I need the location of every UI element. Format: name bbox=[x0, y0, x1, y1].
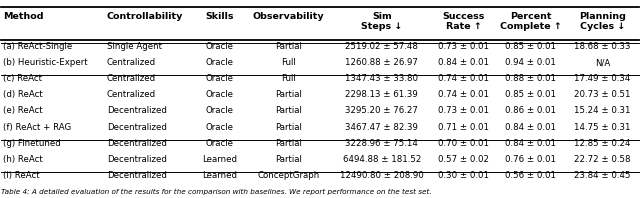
Text: Table 4: A detailed evaluation of the results for the comparison with baselines.: Table 4: A detailed evaluation of the re… bbox=[1, 189, 431, 195]
Text: (e) ReAct: (e) ReAct bbox=[3, 107, 43, 115]
Text: 14.75 ± 0.31: 14.75 ± 0.31 bbox=[574, 123, 631, 132]
Text: 0.57 ± 0.02: 0.57 ± 0.02 bbox=[438, 155, 489, 164]
Text: (g) Finetuned: (g) Finetuned bbox=[3, 139, 61, 148]
Text: Single Agent: Single Agent bbox=[107, 42, 162, 51]
Text: Centralized: Centralized bbox=[107, 90, 156, 99]
Text: Decentralized: Decentralized bbox=[107, 139, 167, 148]
Text: Oracle: Oracle bbox=[205, 123, 234, 132]
Text: Partial: Partial bbox=[275, 123, 301, 132]
Text: Skills: Skills bbox=[205, 11, 234, 21]
Text: Decentralized: Decentralized bbox=[107, 171, 167, 180]
Text: 0.85 ± 0.01: 0.85 ± 0.01 bbox=[505, 90, 556, 99]
Text: 0.74 ± 0.01: 0.74 ± 0.01 bbox=[438, 90, 489, 99]
Text: Percent
Complete ↑: Percent Complete ↑ bbox=[500, 11, 561, 31]
Text: 6494.88 ± 181.52: 6494.88 ± 181.52 bbox=[342, 155, 421, 164]
Text: 0.86 ± 0.01: 0.86 ± 0.01 bbox=[505, 107, 556, 115]
Text: (c) ReAct: (c) ReAct bbox=[3, 74, 42, 83]
Text: 15.24 ± 0.31: 15.24 ± 0.31 bbox=[574, 107, 631, 115]
Text: ConceptGraph: ConceptGraph bbox=[257, 171, 319, 180]
Text: Partial: Partial bbox=[275, 139, 301, 148]
Text: Learned: Learned bbox=[202, 155, 237, 164]
Text: 0.73 ± 0.01: 0.73 ± 0.01 bbox=[438, 42, 489, 51]
Text: (d) ReAct: (d) ReAct bbox=[3, 90, 43, 99]
Text: (i) ReAct: (i) ReAct bbox=[3, 171, 40, 180]
Text: Partial: Partial bbox=[275, 107, 301, 115]
Text: 0.85 ± 0.01: 0.85 ± 0.01 bbox=[505, 42, 556, 51]
Text: (b) Heuristic-Expert: (b) Heuristic-Expert bbox=[3, 58, 88, 67]
Text: 0.74 ± 0.01: 0.74 ± 0.01 bbox=[438, 74, 489, 83]
Text: Oracle: Oracle bbox=[205, 107, 234, 115]
Text: 1260.88 ± 26.97: 1260.88 ± 26.97 bbox=[346, 58, 419, 67]
Text: 17.49 ± 0.34: 17.49 ± 0.34 bbox=[574, 74, 630, 83]
Text: 0.73 ± 0.01: 0.73 ± 0.01 bbox=[438, 107, 489, 115]
Text: Sim
Steps ↓: Sim Steps ↓ bbox=[361, 11, 403, 31]
Text: 0.84 ± 0.01: 0.84 ± 0.01 bbox=[505, 139, 556, 148]
Text: 3228.96 ± 75.14: 3228.96 ± 75.14 bbox=[346, 139, 419, 148]
Text: Full: Full bbox=[281, 58, 296, 67]
Text: 0.84 ± 0.01: 0.84 ± 0.01 bbox=[438, 58, 489, 67]
Text: Planning
Cycles ↓: Planning Cycles ↓ bbox=[579, 11, 626, 31]
Text: Observability: Observability bbox=[252, 11, 324, 21]
Text: (a) ReAct-Single: (a) ReAct-Single bbox=[3, 42, 72, 51]
Text: 22.72 ± 0.58: 22.72 ± 0.58 bbox=[574, 155, 631, 164]
Text: 0.94 ± 0.01: 0.94 ± 0.01 bbox=[505, 58, 556, 67]
Text: 18.68 ± 0.33: 18.68 ± 0.33 bbox=[574, 42, 631, 51]
Text: N/A: N/A bbox=[595, 58, 610, 67]
Text: Decentralized: Decentralized bbox=[107, 123, 167, 132]
Text: (h) ReAct: (h) ReAct bbox=[3, 155, 43, 164]
Text: Centralized: Centralized bbox=[107, 74, 156, 83]
Text: Partial: Partial bbox=[275, 90, 301, 99]
Text: 0.84 ± 0.01: 0.84 ± 0.01 bbox=[505, 123, 556, 132]
Text: 3467.47 ± 82.39: 3467.47 ± 82.39 bbox=[346, 123, 419, 132]
Text: Partial: Partial bbox=[275, 42, 301, 51]
Text: Controllability: Controllability bbox=[107, 11, 183, 21]
Text: 0.88 ± 0.01: 0.88 ± 0.01 bbox=[505, 74, 556, 83]
Text: Oracle: Oracle bbox=[205, 90, 234, 99]
Text: 12490.80 ± 208.90: 12490.80 ± 208.90 bbox=[340, 171, 424, 180]
Text: Success
Rate ↑: Success Rate ↑ bbox=[443, 11, 485, 31]
Text: 0.70 ± 0.01: 0.70 ± 0.01 bbox=[438, 139, 489, 148]
Text: 0.56 ± 0.01: 0.56 ± 0.01 bbox=[505, 171, 556, 180]
Text: 23.84 ± 0.45: 23.84 ± 0.45 bbox=[574, 171, 631, 180]
Text: (f) ReAct + RAG: (f) ReAct + RAG bbox=[3, 123, 72, 132]
Text: 0.30 ± 0.01: 0.30 ± 0.01 bbox=[438, 171, 489, 180]
Text: 2519.02 ± 57.48: 2519.02 ± 57.48 bbox=[346, 42, 419, 51]
Text: Decentralized: Decentralized bbox=[107, 155, 167, 164]
Text: 1347.43 ± 33.80: 1347.43 ± 33.80 bbox=[346, 74, 419, 83]
Text: Learned: Learned bbox=[202, 171, 237, 180]
Text: Oracle: Oracle bbox=[205, 58, 234, 67]
Text: Full: Full bbox=[281, 74, 296, 83]
Text: Oracle: Oracle bbox=[205, 139, 234, 148]
Text: Method: Method bbox=[3, 11, 44, 21]
Text: 12.85 ± 0.24: 12.85 ± 0.24 bbox=[574, 139, 631, 148]
Text: Partial: Partial bbox=[275, 155, 301, 164]
Text: 2298.13 ± 61.39: 2298.13 ± 61.39 bbox=[346, 90, 418, 99]
Text: Decentralized: Decentralized bbox=[107, 107, 167, 115]
Text: 0.71 ± 0.01: 0.71 ± 0.01 bbox=[438, 123, 489, 132]
Text: Centralized: Centralized bbox=[107, 58, 156, 67]
Text: 20.73 ± 0.51: 20.73 ± 0.51 bbox=[574, 90, 631, 99]
Text: 0.76 ± 0.01: 0.76 ± 0.01 bbox=[505, 155, 556, 164]
Text: Oracle: Oracle bbox=[205, 42, 234, 51]
Text: Oracle: Oracle bbox=[205, 74, 234, 83]
Text: 3295.20 ± 76.27: 3295.20 ± 76.27 bbox=[346, 107, 419, 115]
